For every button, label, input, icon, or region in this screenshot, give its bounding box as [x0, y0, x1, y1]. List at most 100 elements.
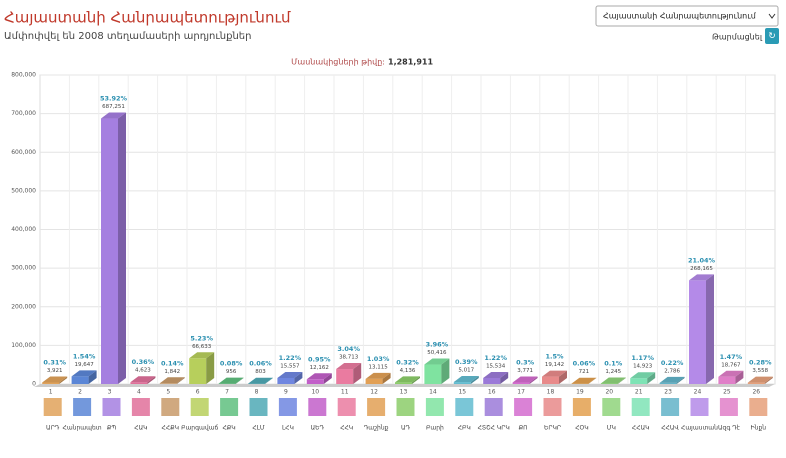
x-tick-label: 19 [576, 389, 584, 396]
x-tick-label: 8 [255, 389, 259, 396]
party-name: Հայաստան [681, 425, 718, 432]
bar-side [588, 377, 597, 384]
bar-top [542, 370, 567, 377]
percent-label: 0.08% [220, 360, 243, 368]
party-logo [190, 398, 209, 416]
percent-label: 0.06% [249, 360, 272, 368]
party-logo [367, 398, 386, 416]
bar-top [512, 376, 538, 383]
x-tick-label: 14 [429, 389, 437, 396]
value-label: 4,136 [400, 368, 416, 374]
value-label: 66,633 [192, 344, 212, 350]
party-name: ՀԱԿ [134, 425, 147, 432]
party-logo [719, 398, 738, 416]
value-label: 50,416 [427, 350, 447, 356]
bar [630, 378, 648, 384]
participants-value: 1,281,911 [388, 58, 433, 67]
x-tick-label: 1 [49, 389, 53, 396]
x-tick-label: 16 [488, 389, 496, 396]
bar-top [600, 377, 626, 384]
bar-top [689, 274, 714, 281]
value-label: 14,923 [633, 364, 653, 370]
party-name: Բարգավաճ [181, 425, 218, 432]
percent-label: 5.23% [190, 334, 213, 342]
x-tick-label: 6 [196, 389, 200, 396]
bar-side [88, 370, 97, 384]
percent-label: 0.31% [43, 358, 66, 366]
y-tick-label: 200,000 [11, 303, 36, 310]
bar-side [412, 376, 420, 384]
party-logo [690, 398, 709, 416]
refresh-label: Թարմացնել [712, 33, 763, 42]
bar-top [130, 376, 156, 383]
bar-top [306, 373, 332, 380]
party-logo [43, 398, 62, 416]
percent-label: 1.5% [545, 353, 564, 361]
party-logo [249, 398, 268, 416]
percent-label: 1.17% [631, 354, 654, 362]
bar-top [218, 377, 244, 384]
x-tick-label: 24 [694, 389, 702, 396]
party-logo [572, 398, 591, 416]
bar [718, 376, 736, 384]
value-label: 956 [226, 369, 237, 375]
bar-top [453, 376, 479, 383]
bar-top [483, 372, 509, 378]
percent-label: 1.03% [367, 355, 390, 363]
value-label: 12,162 [310, 365, 329, 371]
x-tick-label: 3 [108, 389, 112, 396]
percent-label: 0.3% [516, 359, 535, 367]
percent-label: 3.04% [337, 345, 360, 353]
bar [306, 379, 324, 384]
bar-top [718, 370, 744, 377]
bar [395, 382, 412, 384]
title: Հայաստանի Հանրապետությունում [4, 9, 291, 27]
bar [130, 382, 148, 384]
party-name: ՀԲԿ [458, 425, 471, 432]
x-tick-label: 23 [664, 389, 672, 396]
bar [483, 378, 501, 384]
party-logo [661, 398, 680, 416]
party-name: Դաշինք [364, 425, 389, 432]
value-label: 13,115 [368, 364, 388, 370]
x-tick-label: 5 [166, 389, 170, 396]
bar-top [747, 376, 773, 383]
dropdown-text: Հայաստանի Հանրապետությունում [603, 12, 757, 21]
x-tick-label: 25 [723, 389, 731, 396]
percent-label: 0.28% [749, 359, 772, 367]
x-tick-label: 11 [341, 389, 349, 396]
bar [659, 382, 677, 384]
party-logo [749, 398, 768, 416]
x-tick-label: 26 [752, 389, 760, 396]
party-logo [337, 398, 356, 416]
party-logo [220, 398, 239, 416]
percent-label: 0.36% [132, 358, 155, 366]
bar-side [353, 363, 362, 384]
bar-side [323, 373, 332, 384]
bar [424, 364, 442, 384]
percent-label: 0.32% [396, 358, 419, 366]
bar-side [559, 370, 567, 384]
bar [336, 369, 354, 384]
value-label: 15,534 [486, 364, 506, 370]
bar-side [147, 376, 156, 384]
party-logo [161, 398, 180, 416]
y-tick-label: 0 [32, 381, 36, 388]
percent-label: 1.47% [720, 353, 743, 361]
value-label: 721 [579, 369, 590, 375]
bar-side [118, 112, 126, 384]
y-tick-label: 100,000 [11, 342, 36, 349]
refresh-button[interactable] [765, 28, 779, 44]
percent-label: 3.96% [426, 341, 449, 349]
party-logo [131, 398, 150, 416]
value-label: 19,647 [74, 362, 94, 368]
party-logo [514, 398, 533, 416]
refresh-icon: ↻ [768, 32, 776, 42]
party-logo [308, 398, 327, 416]
value-label: 268,165 [690, 266, 713, 272]
dropdown[interactable] [595, 5, 779, 27]
value-label: 1,842 [164, 369, 180, 375]
bar-side [59, 376, 68, 384]
bar-top [248, 377, 273, 384]
